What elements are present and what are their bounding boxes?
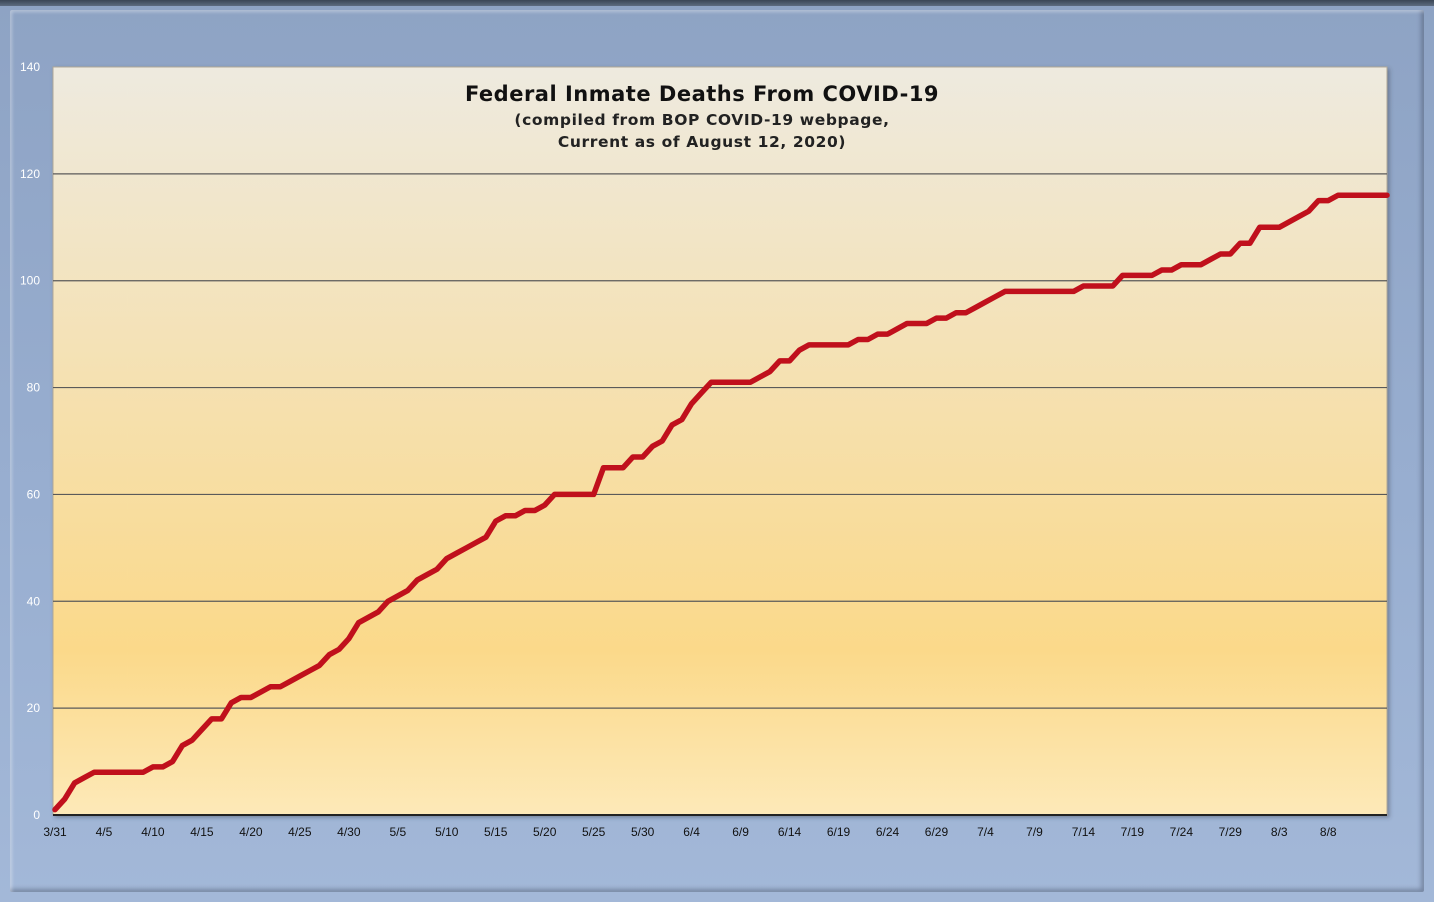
x-tick-label: 5/20 <box>533 825 557 839</box>
x-tick-label: 8/3 <box>1271 825 1288 839</box>
series-line <box>52 192 1390 813</box>
x-tick-label: 6/19 <box>827 825 851 839</box>
x-tick-label: 6/14 <box>778 825 802 839</box>
y-tick-label: 120 <box>20 167 40 181</box>
x-axis-ticks: 3/31 4/5 4/10 4/15 4/20 4/25 4/30 5/5 5/10 5/15 5/… <box>43 825 1337 839</box>
x-tick-label: 8/8 <box>1320 825 1337 839</box>
y-tick-label: 20 <box>27 701 41 715</box>
x-tick-label: 5/30 <box>631 825 655 839</box>
y-axis-ticks: 0 20 40 60 80 100 120 140 <box>20 60 40 822</box>
x-tick-label: 4/25 <box>288 825 312 839</box>
x-tick-label: 7/24 <box>1170 825 1194 839</box>
chart-subtitle-line2: Current as of August 12, 2020) <box>558 133 846 151</box>
x-tick-label: 5/15 <box>484 825 508 839</box>
x-tick-label: 3/31 <box>43 825 67 839</box>
y-tick-label: 140 <box>20 60 40 74</box>
gridlines <box>53 173 1387 709</box>
x-tick-label: 4/15 <box>190 825 214 839</box>
x-tick-label: 6/24 <box>876 825 900 839</box>
x-tick-label: 5/5 <box>389 825 406 839</box>
x-tick-label: 7/19 <box>1121 825 1145 839</box>
chart-subtitle-line1: (compiled from BOP COVID-19 webpage, <box>514 111 889 129</box>
chart-title: Federal Inmate Deaths From COVID-19 <box>465 82 939 106</box>
x-tick-label: 7/9 <box>1026 825 1043 839</box>
x-tick-label: 7/14 <box>1072 825 1096 839</box>
x-tick-label: 7/29 <box>1219 825 1243 839</box>
x-tick-label: 7/4 <box>977 825 994 839</box>
x-tick-label: 6/4 <box>683 825 700 839</box>
x-tick-label: 4/20 <box>239 825 263 839</box>
x-tick-label: 5/25 <box>582 825 606 839</box>
x-tick-label: 5/10 <box>435 825 459 839</box>
x-tick-label: 4/5 <box>96 825 113 839</box>
y-tick-label: 40 <box>27 594 41 608</box>
x-tick-label: 4/10 <box>141 825 165 839</box>
x-tick-label: 6/29 <box>925 825 949 839</box>
plot-area <box>52 66 1388 816</box>
y-tick-label: 60 <box>27 487 41 501</box>
x-tick-label: 4/30 <box>337 825 361 839</box>
y-tick-label: 80 <box>27 381 41 395</box>
y-tick-label: 100 <box>20 274 40 288</box>
top-bar <box>0 0 1434 6</box>
y-tick-label: 0 <box>33 808 40 822</box>
x-tick-label: 6/9 <box>732 825 749 839</box>
